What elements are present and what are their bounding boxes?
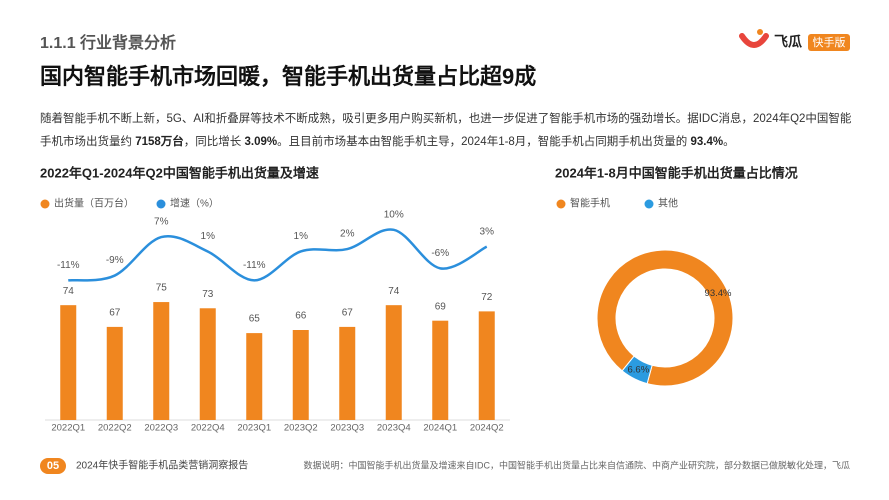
page-badge [40, 458, 66, 474]
bar [432, 320, 449, 420]
legend-marker [40, 199, 50, 209]
bar-label: 74 [388, 286, 400, 297]
line-label: 7% [154, 217, 169, 228]
x-tick-label: 2022Q4 [191, 423, 225, 434]
legend-label: 增速（%） [170, 197, 219, 210]
x-tick-label: 2023Q2 [284, 423, 318, 434]
bar-label: 74 [63, 286, 75, 297]
x-tick-label: 2024Q1 [423, 423, 457, 434]
legend-label: 智能手机 [570, 197, 610, 210]
donut-label: 6.6% [628, 365, 650, 376]
bar-label: 75 [156, 283, 168, 294]
bar-label: 72 [481, 292, 493, 303]
bar [292, 330, 309, 420]
page-number: 05 [47, 460, 59, 472]
legend-marker [644, 199, 654, 209]
bar-label: 66 [295, 311, 307, 322]
report-name: 2024年快手智能手机品类营销洞察报告 [76, 459, 248, 472]
line-label: 1% [201, 231, 216, 242]
brand: 飞瓜 [774, 34, 802, 50]
legend-marker [156, 199, 166, 209]
chart-title: 2022年Q1-2024年Q2中国智能手机出货量及增速 [40, 165, 319, 180]
line-label: 10% [384, 209, 404, 220]
bar [385, 305, 402, 420]
donut-slice [596, 249, 734, 387]
x-tick-label: 2023Q4 [377, 423, 411, 434]
line-label: -6% [431, 248, 449, 259]
bar-label: 65 [249, 314, 261, 325]
section: 1.1.1 行业背景分析 [40, 33, 176, 52]
legend-label: 出货量（百万台） [54, 197, 134, 210]
legend-label: 其他 [658, 197, 678, 210]
paragraph-text: 。 [723, 136, 735, 148]
line-label: 1% [294, 231, 309, 242]
line-label: 2% [340, 229, 355, 240]
source: 数据说明：中国智能手机出货量及增速来自IDC，中国智能手机出货量占比来自信通院、… [303, 459, 850, 470]
bar-label: 73 [202, 289, 214, 300]
bar [153, 302, 170, 420]
paragraph-text: 3.09% [244, 136, 278, 148]
bar [60, 305, 77, 420]
logo-dot [757, 29, 763, 35]
x-tick-label: 2022Q3 [144, 423, 178, 434]
paragraph-text: 随着智能手机不断上新，5G、AI和折叠屏等技术不断成熟，吸引更多用户购买新机，也… [40, 113, 852, 148]
bar [478, 311, 495, 420]
badge-bg [808, 34, 850, 51]
x-tick-label: 2022Q2 [98, 423, 132, 434]
chart-title: 2024年1-8月中国智能手机出货量占比情况 [555, 165, 798, 180]
line-label: -9% [106, 255, 124, 266]
x-tick-label: 2023Q3 [330, 423, 364, 434]
bar-label: 67 [342, 308, 354, 319]
logo-icon [739, 33, 769, 48]
legend-marker [556, 199, 566, 209]
paragraph-text: 93.4% [690, 136, 724, 148]
bar-label: 67 [109, 308, 121, 319]
paragraph-text: 7158万台 [135, 136, 184, 148]
x-tick-label: 2023Q1 [237, 423, 271, 434]
x-tick-label: 2022Q1 [51, 423, 85, 434]
donut-slice [621, 355, 653, 385]
donut-label: 93.4% [705, 288, 732, 299]
badge: 快手版 [813, 35, 846, 49]
line [68, 228, 488, 282]
bar [246, 333, 263, 420]
line-label: -11% [243, 260, 266, 271]
line-label: 3% [480, 226, 495, 237]
line-label: -11% [57, 260, 80, 271]
bar-label: 69 [435, 301, 447, 312]
x-tick-label: 2024Q2 [470, 423, 504, 434]
bar [339, 326, 356, 420]
paragraph-text: ，同比增长 [183, 136, 245, 148]
paragraph-text: 。且目前市场基本由智能手机主导，2024年1-8月，智能手机占同期手机出货量的 [277, 136, 691, 148]
bar [106, 326, 123, 420]
paragraph: 随着智能手机不断上新，5G、AI和折叠屏等技术不断成熟，吸引更多用户购买新机，也… [40, 108, 852, 154]
title: 国内智能手机市场回暖，智能手机出货量占比超9成 [40, 64, 536, 89]
bar [199, 308, 216, 420]
